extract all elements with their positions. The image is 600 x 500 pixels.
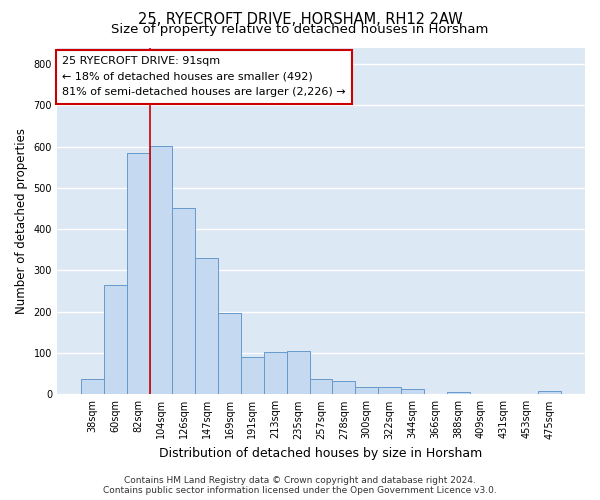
Bar: [104, 285, 127, 395]
Y-axis label: Number of detached properties: Number of detached properties: [15, 128, 28, 314]
Bar: [355, 388, 378, 394]
Bar: [401, 390, 424, 394]
Bar: [149, 146, 172, 394]
Bar: [81, 379, 104, 394]
Text: 25 RYECROFT DRIVE: 91sqm
← 18% of detached houses are smaller (492)
81% of semi-: 25 RYECROFT DRIVE: 91sqm ← 18% of detach…: [62, 56, 346, 98]
Bar: [241, 357, 264, 395]
Bar: [287, 351, 310, 395]
Bar: [446, 392, 470, 394]
Bar: [218, 313, 241, 394]
Bar: [264, 352, 287, 395]
Text: Size of property relative to detached houses in Horsham: Size of property relative to detached ho…: [112, 22, 488, 36]
Text: Contains HM Land Registry data © Crown copyright and database right 2024.
Contai: Contains HM Land Registry data © Crown c…: [103, 476, 497, 495]
Text: 25, RYECROFT DRIVE, HORSHAM, RH12 2AW: 25, RYECROFT DRIVE, HORSHAM, RH12 2AW: [137, 12, 463, 28]
Bar: [378, 388, 401, 394]
Bar: [310, 379, 332, 394]
X-axis label: Distribution of detached houses by size in Horsham: Distribution of detached houses by size …: [160, 447, 482, 460]
Bar: [332, 381, 355, 394]
Bar: [538, 391, 561, 394]
Bar: [172, 208, 195, 394]
Bar: [195, 258, 218, 394]
Bar: [127, 153, 149, 394]
